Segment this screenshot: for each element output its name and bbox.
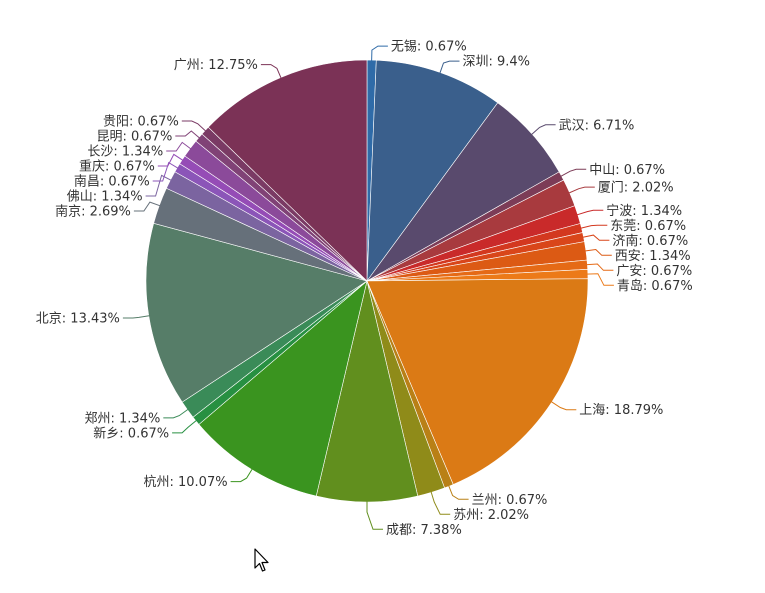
pie-slices	[145, 59, 589, 503]
slice-label-12: 兰州: 0.67%	[472, 493, 548, 508]
slice-label-4: 厦门: 2.02%	[598, 181, 674, 196]
slice-label-21: 南昌: 0.67%	[74, 174, 150, 190]
slice-label-16: 新乡: 0.67%	[93, 425, 169, 441]
slice-label-18: 北京: 13.43%	[36, 312, 120, 327]
slice-label-19: 南京: 2.69%	[55, 204, 131, 220]
leader-line-15	[230, 467, 254, 483]
slice-label-7: 济南: 0.67%	[612, 233, 688, 249]
slice-label-26: 广州: 12.75%	[174, 58, 258, 73]
leader-line-12	[447, 484, 469, 500]
leader-line-10	[585, 273, 614, 286]
leader-line-9	[585, 263, 614, 271]
slice-label-10: 青岛: 0.67%	[617, 278, 693, 294]
leader-line-14	[366, 500, 383, 530]
leader-line-19	[133, 201, 162, 212]
slice-label-25: 贵阳: 0.67%	[103, 115, 179, 130]
slice-labels: 无锡: 0.67%深圳: 9.4% 武汉: 6.71% 中山: 0.67% 厦门: 2…	[36, 40, 693, 538]
slice-label-1: 深圳: 9.4%	[463, 55, 531, 70]
slice-label-6: 东莞: 0.67%	[610, 219, 686, 234]
leader-line-3	[559, 168, 587, 178]
leader-line-6	[579, 224, 608, 229]
slice-label-2: 武汉: 6.71%	[559, 118, 635, 133]
leader-line-24	[175, 130, 201, 140]
slice-label-0: 无锡: 0.67%	[391, 40, 467, 55]
leader-line-23	[166, 141, 193, 152]
slice-label-22: 重庆: 0.67%	[79, 159, 155, 175]
leader-line-11	[549, 400, 577, 411]
slice-label-9: 广安: 0.67%	[616, 264, 692, 279]
slice-label-23: 长沙: 1.34%	[87, 145, 163, 160]
leader-line-5	[575, 209, 604, 216]
leader-line-13	[430, 490, 451, 515]
leader-line-18	[122, 315, 151, 319]
leader-line-2	[530, 124, 556, 136]
slice-label-15: 杭州: 10.07%	[144, 475, 228, 490]
leader-line-16	[172, 419, 198, 434]
slice-label-20: 佛山: 1.34%	[67, 190, 143, 205]
leader-line-25	[181, 120, 207, 133]
leader-line-21	[152, 161, 180, 182]
leader-line-17	[163, 408, 190, 419]
slice-label-3: 中山: 0.67%	[589, 163, 665, 178]
mouse-pointer-icon	[254, 548, 269, 572]
leader-lines	[122, 45, 614, 530]
slice-label-13: 苏州: 2.02%	[453, 507, 529, 523]
slice-label-14: 成都: 7.38%	[386, 523, 462, 538]
leader-line-4	[567, 186, 595, 194]
leader-line-0	[371, 45, 388, 63]
leader-line-1	[439, 60, 460, 75]
leader-line-26	[260, 64, 283, 80]
slice-label-5: 宁波: 1.34%	[606, 203, 682, 219]
leader-line-7	[581, 234, 610, 241]
slice-label-8: 西安: 1.34%	[615, 249, 691, 264]
slice-label-24: 昆明: 0.67%	[96, 130, 172, 145]
leader-line-8	[583, 248, 612, 256]
slice-label-17: 郑州: 1.34%	[84, 411, 160, 426]
leader-line-20	[145, 174, 173, 197]
leader-line-22	[157, 153, 185, 167]
slice-label-11: 上海: 18.79%	[579, 403, 663, 418]
